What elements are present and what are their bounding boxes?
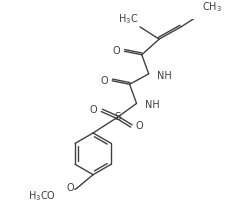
Text: NH: NH [158,71,172,81]
Text: O: O [136,121,143,131]
Text: H$_3$CO: H$_3$CO [28,190,56,203]
Text: S: S [114,112,121,122]
Text: O: O [112,46,120,56]
Text: CH$_3$: CH$_3$ [202,0,222,14]
Text: O: O [66,183,74,193]
Text: NH: NH [145,100,160,110]
Text: O: O [90,105,97,115]
Text: H$_3$C: H$_3$C [118,12,138,26]
Text: O: O [100,76,108,86]
